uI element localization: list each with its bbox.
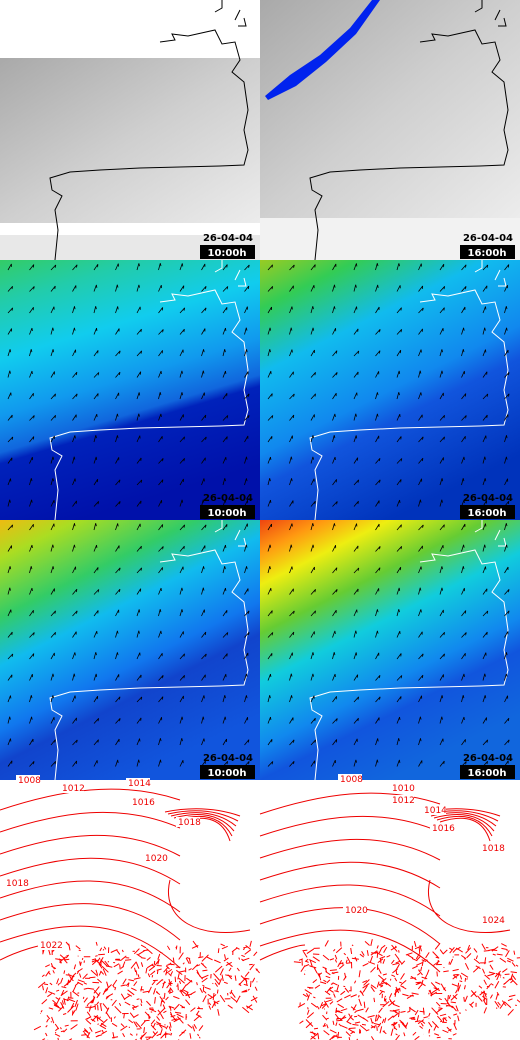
isobar-label-bg [480,915,504,925]
time-box [460,245,515,259]
date-label: 26-04-04 [463,753,513,764]
satellite-panel [0,0,260,261]
isobar-label: 1008 [18,776,41,786]
isobars [0,788,251,969]
isobar-label: 1022 [40,941,63,951]
date-label: 26-04-04 [203,753,253,764]
time-box [460,765,515,779]
wind-arrows [7,263,250,507]
time-box [200,505,255,519]
isobar-label: 1010 [392,784,415,794]
satellite-panel [260,0,520,261]
isobar-label: 1018 [482,844,505,854]
isobar-label-bg [126,778,150,788]
date-label: 26-04-04 [203,233,253,244]
isobar-label: 1016 [432,824,455,834]
isobar-label: 1018 [6,879,29,889]
time-label: 16:00h [468,508,507,519]
isobar-label: 1012 [392,796,415,806]
isobar-label: 1018 [178,818,201,828]
isobar-cluster [293,939,520,1040]
isobar-label-bg [130,797,154,807]
time-box [200,765,255,779]
wind-panel [260,259,520,521]
isobar-label-bg [422,805,446,815]
time-label: 16:00h [468,768,507,779]
wind-arrows [267,263,510,507]
isobar-label-bg [480,843,504,853]
isobar-label: 1016 [132,798,155,808]
isobar-label-bg [143,853,167,863]
isobar-label-bg [60,783,84,793]
isobar-label-bg [4,878,28,888]
isobar-label: 1024 [482,916,505,926]
time-label: 10:00h [208,248,247,259]
isobar-label-bg [16,775,40,785]
isobar-label-bg [338,774,362,784]
date-label: 26-04-04 [203,493,253,504]
isobar-label-bg [176,817,200,827]
isobar-label: 1008 [340,775,363,785]
isobar-label: 1020 [345,906,368,916]
wind-panel [0,259,260,521]
isobar-label: 1014 [424,806,447,816]
time-label: 10:00h [208,508,247,519]
wind-panel [260,519,520,781]
isobar-label-bg [38,940,62,950]
isobar-label-bg [343,905,367,915]
wind-arrows [7,523,250,767]
isobar-cluster [33,940,260,1040]
wind-panel [0,519,260,781]
isobar-label: 1012 [62,784,85,794]
isobar-label-bg [430,823,454,833]
isobar-label: 1020 [145,854,168,864]
time-label: 16:00h [468,248,507,259]
date-label: 26-04-04 [463,233,513,244]
time-label: 10:00h [208,768,247,779]
isobar-label-bg [390,795,414,805]
time-box [460,505,515,519]
isobar-label: 1014 [128,779,151,789]
wind-arrows [267,523,510,767]
isobar-label-bg [390,783,414,793]
date-label: 26-04-04 [463,493,513,504]
time-box [200,245,255,259]
